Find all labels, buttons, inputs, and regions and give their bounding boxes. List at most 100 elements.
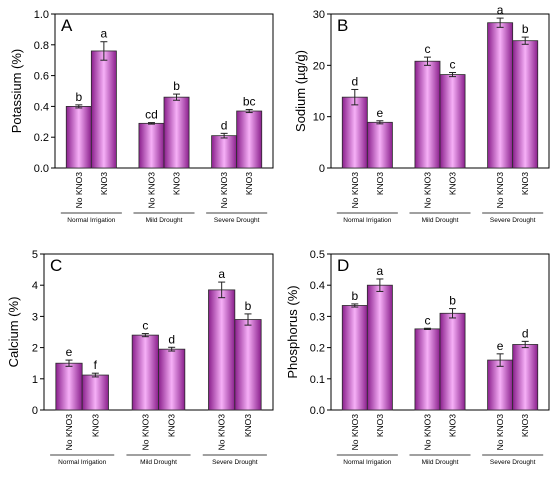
bar: [366, 121, 393, 169]
bar: [414, 60, 441, 169]
significance-letter: b: [75, 90, 82, 104]
group-label: Normal Irrigation: [343, 217, 391, 224]
y-tick-label: 0.8: [34, 40, 49, 52]
category-label: No KNO3: [495, 172, 505, 209]
y-tick-label: 0: [319, 163, 325, 175]
y-tick-label: 0.5: [310, 249, 325, 261]
y-axis-label: Sodium (µg/g): [293, 50, 308, 132]
y-axis-label: Potassium (%): [9, 49, 24, 134]
y-tick-label: 20: [313, 60, 325, 72]
category-label: No KNO3: [350, 172, 360, 209]
bar: [487, 22, 514, 169]
category-label: KNO3: [448, 414, 458, 437]
bar: [487, 359, 514, 411]
category-label: No KNO3: [219, 172, 229, 209]
y-tick-label: 0.4: [34, 101, 49, 113]
group-label: Severe Drought: [214, 217, 260, 224]
bar: [163, 96, 190, 169]
bar: [341, 305, 368, 411]
category-label: No KNO3: [140, 414, 150, 451]
y-tick-label: 10: [313, 112, 325, 124]
group-label: Severe Drought: [490, 459, 536, 466]
significance-letter: b: [245, 299, 252, 313]
category-label: KNO3: [375, 414, 385, 437]
y-tick-label: 0.2: [310, 343, 325, 355]
category-label: KNO3: [244, 172, 254, 195]
y-tick-label: 0.2: [34, 132, 49, 144]
y-tick-label: 3: [32, 311, 38, 323]
significance-letter: d: [522, 326, 529, 340]
bar: [81, 374, 109, 411]
bar: [90, 50, 117, 169]
significance-letter: a: [218, 267, 225, 281]
y-tick-label: 4: [32, 280, 38, 292]
group-label: Mild Drought: [146, 217, 183, 224]
bar: [512, 344, 539, 411]
y-tick-label: 0.0: [34, 163, 49, 175]
significance-letter: cd: [145, 108, 158, 122]
bar: [341, 96, 368, 169]
bar: [208, 289, 236, 411]
y-axis-label: Phosphorus (%): [285, 285, 300, 378]
bar: [158, 348, 186, 411]
y-tick-label: 5: [32, 249, 38, 261]
category-label: No KNO3: [146, 172, 156, 209]
panel-a: 0.0 0.2 0.4 0.6 0.8 1.0 Potassium (%) Ab No KNO3…: [9, 9, 274, 224]
bar: [366, 284, 393, 411]
group-label: Severe Drought: [212, 459, 258, 466]
bar: [211, 135, 238, 169]
y-tick-label: 0.3: [310, 311, 325, 323]
y-tick-label: 0.4: [310, 280, 325, 292]
category-label: No KNO3: [495, 414, 505, 451]
significance-letter: c: [424, 313, 430, 327]
bar: [439, 74, 466, 169]
panel-b: 0 10 20 30 Sodium (µg/g) Bd No KNO3 e KNO3 Normal…: [293, 3, 550, 224]
bar: [65, 106, 92, 169]
y-tick-label: 1: [32, 374, 38, 386]
panel-letter: C: [50, 256, 62, 275]
significance-letter: d: [221, 118, 228, 132]
bar: [236, 110, 263, 169]
category-label: KNO3: [243, 414, 253, 437]
group-label: Normal Irrigation: [67, 217, 115, 224]
panel-c: 0 1 2 3 4 5 Calcium (%) Ce No KNO3 f KNO3 Normal Ir…: [6, 249, 274, 466]
bar: [55, 362, 83, 411]
bar: [131, 334, 159, 411]
y-tick-label: 0.6: [34, 71, 49, 83]
category-label: No KNO3: [422, 172, 432, 209]
category-label: KNO3: [167, 414, 177, 437]
group-label: Mild Drought: [422, 217, 459, 224]
bar: [439, 312, 466, 411]
significance-letter: a: [101, 27, 108, 41]
group-label: Normal Irrigation: [343, 459, 391, 466]
category-label: KNO3: [90, 414, 100, 437]
panel-letter: D: [337, 256, 349, 275]
significance-letter: a: [497, 3, 504, 17]
significance-letter: e: [66, 345, 73, 359]
y-tick-label: 30: [313, 9, 325, 21]
significance-letter: f: [94, 358, 98, 372]
y-tick-label: 1.0: [34, 9, 49, 21]
category-label: KNO3: [375, 172, 385, 195]
group-label: Severe Drought: [490, 217, 536, 224]
bar: [512, 40, 539, 169]
category-label: No KNO3: [217, 414, 227, 451]
bar: [414, 328, 441, 411]
category-label: KNO3: [99, 172, 109, 195]
significance-letter: e: [497, 339, 504, 353]
category-label: KNO3: [172, 172, 182, 195]
bar: [138, 122, 165, 169]
panel-letter: A: [61, 16, 73, 35]
y-axis-label: Calcium (%): [6, 297, 21, 368]
significance-letter: b: [173, 79, 180, 93]
group-label: Normal Irrigation: [58, 459, 106, 466]
y-tick-label: 0.1: [310, 374, 325, 386]
category-label: KNO3: [520, 172, 530, 195]
category-label: No KNO3: [64, 414, 74, 451]
category-label: KNO3: [520, 414, 530, 437]
significance-letter: b: [449, 294, 456, 308]
significance-letter: d: [168, 332, 175, 346]
group-label: Mild Drought: [422, 459, 459, 466]
category-label: No KNO3: [422, 414, 432, 451]
